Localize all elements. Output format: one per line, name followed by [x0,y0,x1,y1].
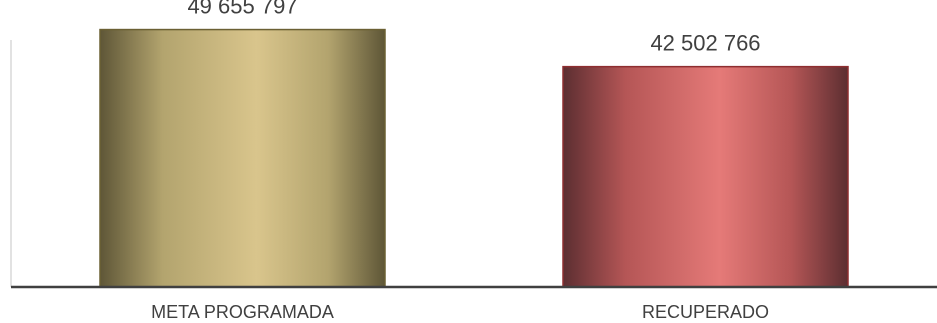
labels-layer: 49 655 797 META PROGRAMADA 42 502 766 RECUP… [151,0,769,322]
bars-layer [99,28,849,288]
category-label-meta-programada: META PROGRAMADA [151,302,334,322]
bar-recuperado [562,65,849,288]
category-label-recuperado: RECUPERADO [642,302,769,322]
data-label-meta-programada: 49 655 797 [187,0,297,19]
data-label-recuperado: 42 502 766 [650,31,760,56]
bar-meta-programada [99,28,386,288]
